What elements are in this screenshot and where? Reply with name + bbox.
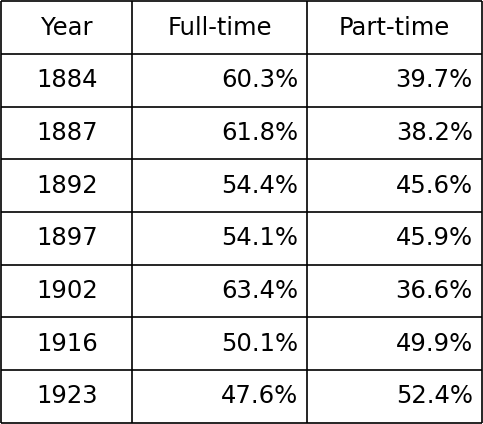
Text: 1902: 1902: [36, 279, 98, 303]
Text: 60.3%: 60.3%: [221, 68, 298, 92]
Text: 39.7%: 39.7%: [396, 68, 473, 92]
Text: Year: Year: [41, 16, 93, 39]
Text: 45.6%: 45.6%: [396, 174, 473, 198]
Text: 47.6%: 47.6%: [221, 385, 298, 408]
Text: 45.9%: 45.9%: [396, 226, 473, 250]
Text: 1892: 1892: [36, 174, 98, 198]
Text: Part-time: Part-time: [339, 16, 450, 39]
Text: Full-time: Full-time: [167, 16, 271, 39]
Text: 36.6%: 36.6%: [396, 279, 473, 303]
Text: 1916: 1916: [36, 332, 98, 356]
Text: 38.2%: 38.2%: [396, 121, 473, 145]
Text: 63.4%: 63.4%: [221, 279, 298, 303]
Text: 1884: 1884: [36, 68, 98, 92]
Text: 52.4%: 52.4%: [396, 385, 473, 408]
Text: 54.4%: 54.4%: [221, 174, 298, 198]
Text: 49.9%: 49.9%: [396, 332, 473, 356]
Text: 50.1%: 50.1%: [221, 332, 298, 356]
Text: 61.8%: 61.8%: [221, 121, 298, 145]
Text: 1887: 1887: [36, 121, 98, 145]
Text: 1897: 1897: [36, 226, 98, 250]
Text: 1923: 1923: [36, 385, 98, 408]
Text: 54.1%: 54.1%: [221, 226, 298, 250]
